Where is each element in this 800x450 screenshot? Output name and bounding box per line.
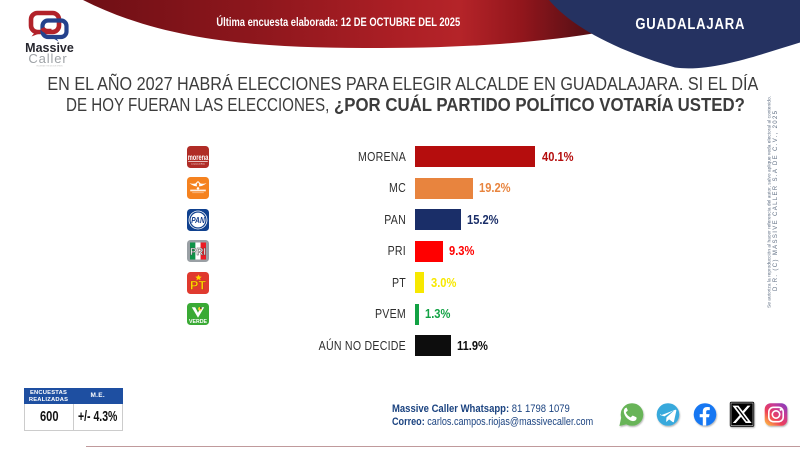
svg-text:PT: PT bbox=[190, 278, 207, 292]
svg-text:VERDE: VERDE bbox=[189, 319, 207, 325]
svg-text:PAN: PAN bbox=[191, 215, 205, 225]
svg-text:morena: morena bbox=[188, 152, 209, 161]
svg-text:D.R. (C) MASSIVE CALLER S.A DE: D.R. (C) MASSIVE CALLER S.A DE C.V., 202… bbox=[773, 110, 779, 291]
svg-text:PRI: PRI bbox=[190, 246, 206, 258]
svg-text:La esperanza de Mexico: La esperanza de Mexico bbox=[191, 162, 205, 165]
svg-text:Se autoriza la reproducción al: Se autoriza la reproducción al hacer ref… bbox=[767, 96, 773, 308]
svg-text:ENCUESTAS Y ESTUDIOS DE OPINIO: ENCUESTAS Y ESTUDIOS DE OPINION bbox=[37, 64, 63, 67]
